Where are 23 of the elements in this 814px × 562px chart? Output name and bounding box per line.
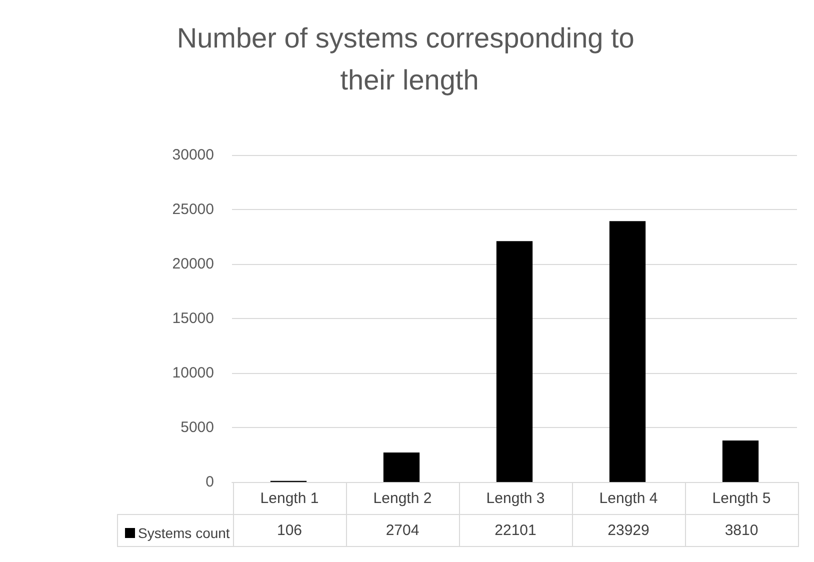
y-tick-label: 0 [206, 474, 214, 490]
y-tick-label: 25000 [172, 201, 214, 218]
y-tick-label: 5000 [180, 419, 214, 436]
legend-label: Systems count [138, 525, 230, 541]
data-label: 3810 [685, 514, 798, 546]
bar [383, 452, 420, 482]
x-tick-label: Length 5 [685, 482, 798, 514]
data-label: 22101 [459, 514, 572, 546]
chart-title: Number of systems corresponding to their length [176, 22, 642, 96]
x-tick-label: Length 3 [459, 482, 572, 514]
bar [609, 221, 646, 482]
x-tick-label: Length 2 [346, 482, 459, 514]
x-tick-label: Length 1 [233, 482, 346, 514]
bar [496, 241, 533, 482]
y-tick-label: 30000 [172, 146, 214, 164]
data-label: 2704 [346, 514, 459, 546]
bar [722, 440, 759, 482]
y-tick-label: 20000 [172, 256, 214, 272]
data-label: 106 [233, 514, 346, 546]
data-label: 23929 [572, 514, 685, 546]
y-tick-label: 15000 [172, 310, 214, 327]
x-tick-label: Length 4 [572, 482, 685, 514]
y-tick-label: 10000 [172, 364, 214, 382]
